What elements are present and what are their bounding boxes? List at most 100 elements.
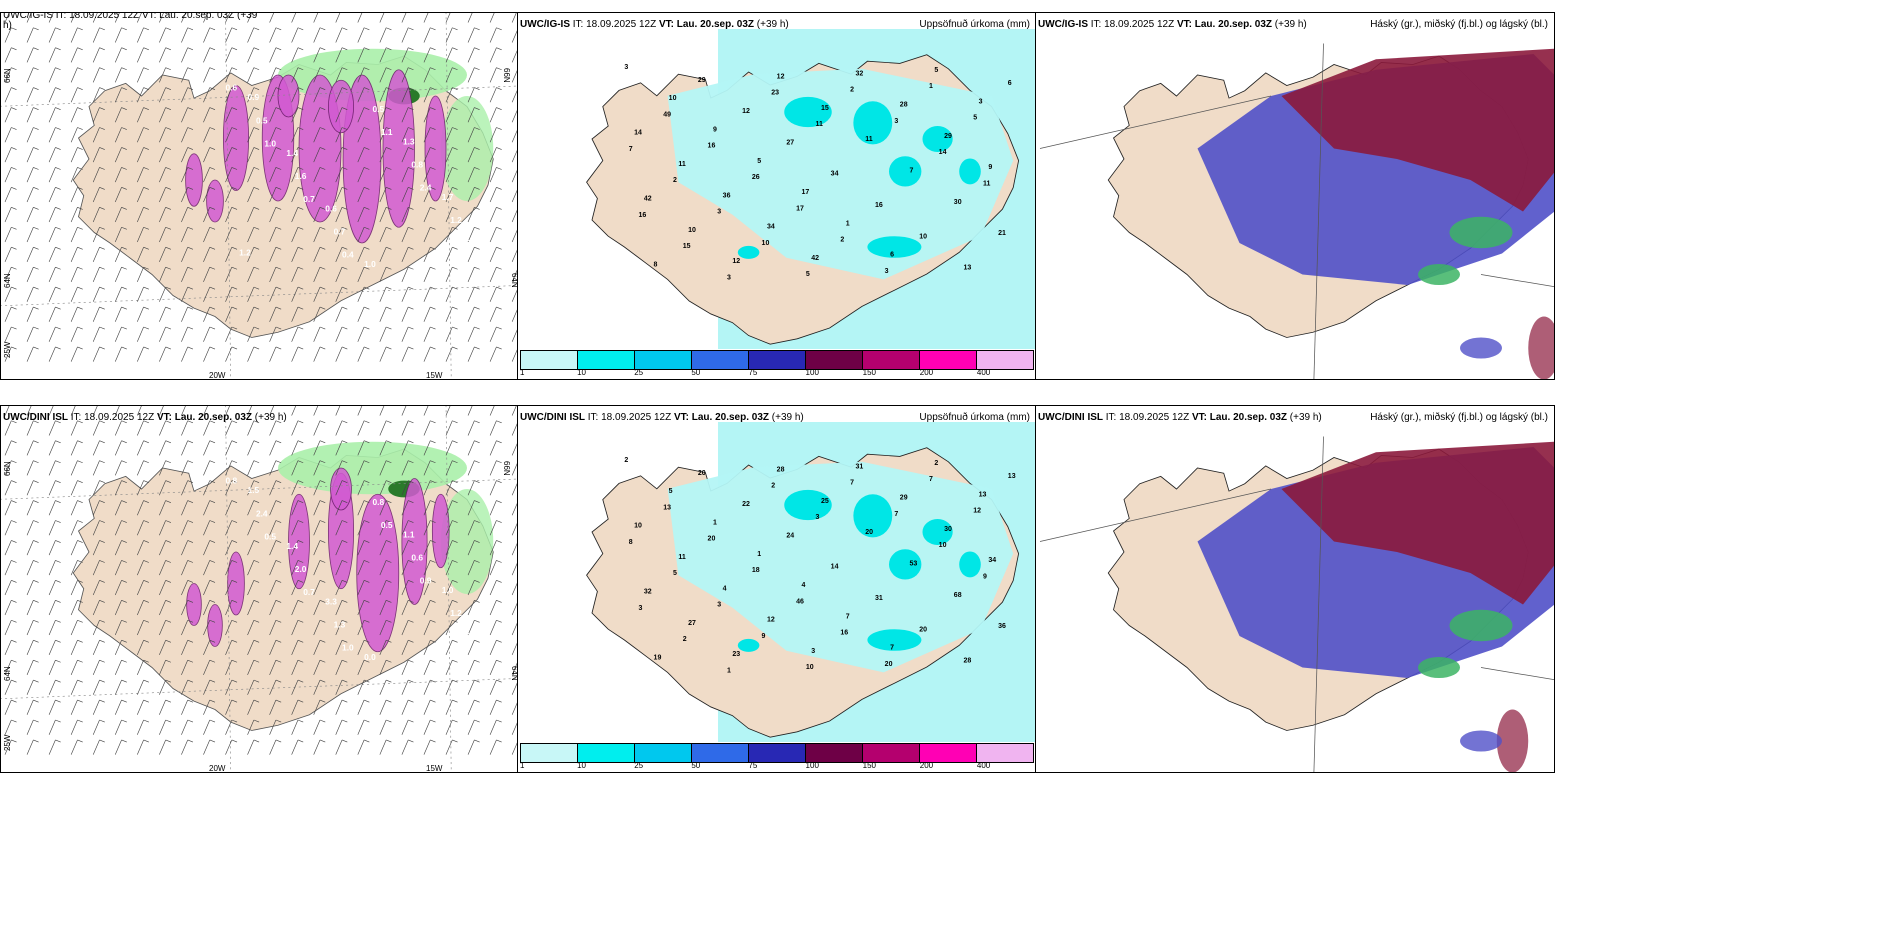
precip-value-label: 26 (752, 174, 760, 181)
wind-barb (269, 406, 275, 416)
wind-barb (335, 660, 343, 675)
wind-barb-flag (187, 600, 194, 603)
wind-barb (26, 326, 34, 342)
wind-barb (489, 600, 497, 616)
wind-barb (137, 227, 144, 243)
wind-barb-flag (341, 500, 348, 503)
wind-barb-flag (209, 67, 216, 71)
wind-barb (379, 719, 387, 735)
wind-barb (114, 167, 122, 183)
wind-barb (137, 267, 144, 282)
wind-barb (423, 520, 431, 536)
wind-barb-flag (77, 699, 83, 703)
wind-barb-flag (452, 286, 458, 290)
wind-barb (48, 227, 56, 243)
wind-barb-flag (253, 540, 260, 543)
wind-barb (489, 286, 497, 302)
precip-value-label: 11 (678, 554, 686, 561)
wind-barb (357, 167, 365, 183)
wind-barb (357, 107, 365, 123)
lon-label-20-b: 20W (209, 764, 226, 773)
wind-barb-flag (33, 207, 39, 210)
wind-barb (137, 167, 144, 183)
precip-value-label: 2 (683, 636, 687, 643)
wind-barb-flag (77, 246, 83, 250)
precip-value-label: 5 (973, 115, 977, 122)
wind-barb-flag (99, 699, 105, 703)
wind-barb-flag (474, 67, 480, 71)
wind-barb-flag (297, 500, 304, 503)
wind-barb (335, 440, 343, 456)
wind-barb (445, 520, 453, 536)
precip-value-label: 23 (732, 651, 740, 658)
wind-barb (203, 227, 211, 243)
wind-barb (467, 699, 475, 715)
wind-barb (291, 87, 299, 103)
wind-barb (92, 600, 100, 616)
wind-barb (247, 480, 255, 496)
wind-barb-flag (165, 600, 172, 603)
wind-barb-flag (341, 306, 348, 310)
wind-barb-flag (55, 540, 61, 543)
wind-barb (4, 207, 12, 223)
wind-barb (379, 346, 387, 362)
wind-barb-flag (77, 47, 83, 51)
cloud-low (1449, 609, 1513, 642)
wind-barb (357, 480, 365, 496)
precip-value-label: 14 (634, 130, 642, 137)
wind-barb (247, 227, 255, 243)
wind-barb (269, 147, 277, 163)
wind-barb (26, 460, 34, 476)
wind-barb-flag (231, 699, 238, 703)
wind-barb-flag (55, 659, 61, 663)
wind-barb (313, 346, 321, 362)
wind-barb-flag (187, 739, 194, 743)
wind-barb-flag (452, 127, 458, 130)
wind-barb (445, 600, 453, 616)
wind-barb (335, 480, 343, 496)
wind-barb-flag (363, 207, 370, 210)
wind-barb (181, 500, 188, 516)
wind-barb-flag (253, 600, 260, 603)
wind-barb-flag (496, 440, 502, 444)
wind-barb-flag (187, 167, 194, 170)
wind-barb (269, 207, 277, 223)
precip-value-label: 10 (669, 95, 677, 102)
wind-barb (70, 27, 78, 43)
wind-barb (70, 679, 78, 695)
wind-barb-flag (99, 246, 105, 250)
precip-value-label: 1 (929, 83, 933, 90)
wind-barb-flag (430, 440, 436, 444)
wind-barb (247, 87, 255, 103)
wind-barb-flag (341, 326, 348, 330)
wind-barb (159, 620, 166, 636)
wind-barb-flag (55, 619, 61, 623)
precip-value-label: 17 (802, 189, 810, 196)
wind-barb-flag (231, 639, 238, 643)
wind-barb-flag (77, 147, 83, 150)
wind-barb (70, 147, 78, 163)
wind-barb-flag (319, 699, 326, 703)
wind-barb (445, 420, 453, 436)
wind-barb-flag (363, 580, 370, 583)
wind-barb-flag (209, 167, 216, 170)
wind-barb-flag (275, 699, 282, 703)
wind-barb (269, 460, 277, 476)
wind-barb-flag (430, 600, 436, 603)
wind-barb (335, 640, 343, 656)
wind-barb (70, 600, 78, 616)
wind-barb-flag (209, 580, 216, 583)
precip-area-heavy (922, 519, 953, 545)
wind-barb-flag (143, 500, 149, 503)
wind-barb-flag (11, 27, 17, 31)
wind-barb (114, 147, 122, 163)
wind-barb (335, 207, 343, 223)
wind-barb (489, 187, 497, 203)
wind-barb (48, 247, 56, 263)
wind-barb-flag (99, 147, 105, 150)
wind-barb (335, 540, 343, 556)
wind-barb-flag (121, 207, 127, 210)
precip-value-label: 10 (762, 240, 770, 247)
wind-barb (203, 207, 211, 223)
wind-barb (423, 67, 431, 83)
